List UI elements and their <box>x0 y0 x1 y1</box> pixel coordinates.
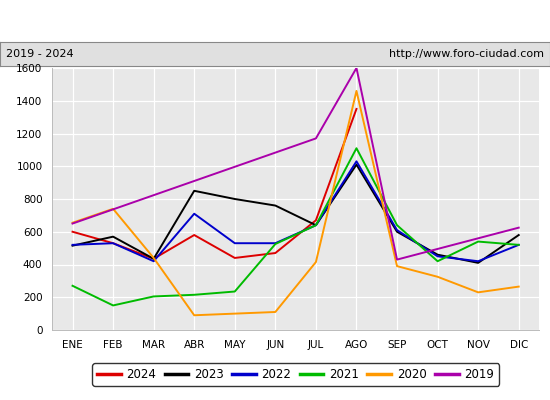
Text: Evolucion Nº Turistas Nacionales en el municipio de Villaescusa de Haro: Evolucion Nº Turistas Nacionales en el m… <box>5 14 545 28</box>
Text: http://www.foro-ciudad.com: http://www.foro-ciudad.com <box>389 49 544 59</box>
Text: 2019 - 2024: 2019 - 2024 <box>6 49 73 59</box>
Legend: 2024, 2023, 2022, 2021, 2020, 2019: 2024, 2023, 2022, 2021, 2020, 2019 <box>92 363 499 386</box>
